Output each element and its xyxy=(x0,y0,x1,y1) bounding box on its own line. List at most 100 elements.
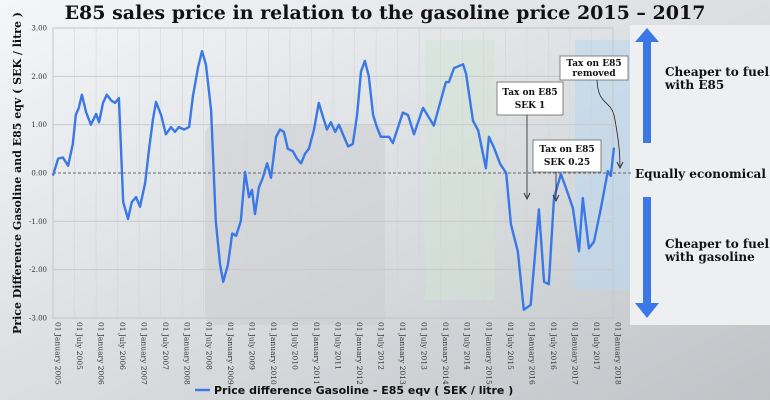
data-point xyxy=(110,99,112,102)
data-point xyxy=(292,150,294,152)
data-point xyxy=(388,136,390,138)
data-point xyxy=(174,131,176,133)
grid xyxy=(52,27,614,319)
y-tick-label: -2.00 xyxy=(29,266,47,274)
data-point xyxy=(364,60,366,62)
data-point xyxy=(251,189,253,191)
arrow-up-cheaper-e85: Cheaper to fuel with E85 xyxy=(635,28,769,143)
data-point xyxy=(402,111,404,114)
series-line-price-difference xyxy=(51,50,616,311)
data-point xyxy=(270,177,272,179)
data-point xyxy=(326,128,328,131)
data-point xyxy=(472,120,474,122)
data-point xyxy=(57,157,59,160)
x-ticks: 01 January 2005 01 July 2005 01 January 20… xyxy=(54,322,623,385)
x-tick-label: 01 January 2007 xyxy=(140,322,149,385)
y-tick-label: -3.00 xyxy=(29,315,47,323)
data-point xyxy=(244,171,246,173)
data-point xyxy=(197,66,199,68)
data-point xyxy=(122,201,124,203)
annotation-tax-sek1: Tax on E85 SEK 1 xyxy=(496,81,564,201)
data-point xyxy=(613,147,615,149)
data-point xyxy=(95,113,97,115)
data-point xyxy=(215,220,217,222)
data-point xyxy=(275,136,277,138)
data-point xyxy=(600,207,602,209)
x-tick-label: 01 July 2015 xyxy=(506,322,515,370)
svg-text:with E85: with E85 xyxy=(664,78,724,92)
x-tick-label: 01 July 2005 xyxy=(75,322,84,370)
x-tick-label: 01 January 2009 xyxy=(226,322,235,385)
data-point xyxy=(453,67,455,69)
data-point xyxy=(98,121,100,123)
data-point xyxy=(582,197,584,199)
data-point xyxy=(448,81,450,83)
legend-label: Price difference Gasoline - E85 eqv ( SE… xyxy=(214,384,513,397)
x-tick-label: 01 January 2010 xyxy=(269,322,278,385)
data-point xyxy=(192,95,194,97)
svg-text:SEK 0.25: SEK 0.25 xyxy=(544,158,590,168)
data-point xyxy=(477,129,479,132)
data-point xyxy=(235,235,237,237)
data-point xyxy=(392,142,394,144)
chart-title: E85 sales price in relation to the gasol… xyxy=(65,2,706,24)
x-tick-label: 01 July 2017 xyxy=(592,322,601,370)
data-point xyxy=(538,208,540,210)
x-tick-label: 01 January 2008 xyxy=(183,322,192,385)
data-point xyxy=(266,162,268,164)
equally-economical-label: Equally economical xyxy=(635,167,766,181)
data-point xyxy=(334,131,336,133)
data-point xyxy=(560,173,562,175)
data-point xyxy=(160,114,162,116)
data-point xyxy=(188,126,190,128)
data-point xyxy=(523,309,525,311)
data-point xyxy=(210,109,212,111)
data-point xyxy=(300,162,302,164)
data-point xyxy=(170,126,172,128)
data-point xyxy=(610,175,612,177)
data-point xyxy=(258,186,260,189)
data-point xyxy=(102,102,104,104)
data-point xyxy=(131,201,133,203)
data-point xyxy=(376,126,378,128)
data-point xyxy=(372,114,374,116)
data-point xyxy=(201,50,203,52)
data-point xyxy=(413,133,415,135)
data-point xyxy=(543,281,545,283)
annotation-tax-sek025: Tax on E85 SEK 0.25 xyxy=(532,139,602,203)
data-point xyxy=(62,156,64,159)
y-tick-label: 1.00 xyxy=(31,121,47,129)
data-point xyxy=(360,70,362,73)
series-points xyxy=(52,50,615,311)
data-point xyxy=(356,114,358,116)
data-point xyxy=(183,128,185,131)
data-point xyxy=(52,174,54,177)
data-point xyxy=(114,102,116,104)
x-tick-label: 01 January 2014 xyxy=(441,322,450,385)
data-point xyxy=(78,107,80,109)
data-point xyxy=(330,121,332,123)
data-point xyxy=(407,114,409,116)
y-tick-label: -1.00 xyxy=(29,218,47,226)
arrow-down-cheaper-gasoline: Cheaper to fuel with gasoline xyxy=(635,197,769,318)
data-point xyxy=(342,133,344,135)
data-point xyxy=(548,283,550,285)
data-point xyxy=(505,172,507,174)
data-point xyxy=(593,241,595,243)
data-point xyxy=(148,148,150,150)
arrow-icon xyxy=(616,161,624,170)
data-point xyxy=(493,147,495,149)
data-point xyxy=(81,94,83,96)
x-tick-label: 01 July 2006 xyxy=(118,322,127,370)
data-point xyxy=(165,133,167,135)
data-point xyxy=(227,264,229,266)
data-point xyxy=(352,143,354,145)
x-tick-label: 01 January 2006 xyxy=(97,322,106,385)
x-tick-label: 01 July 2012 xyxy=(377,322,386,370)
data-point xyxy=(85,111,87,114)
data-point xyxy=(308,148,310,150)
data-point xyxy=(118,97,120,99)
data-point xyxy=(222,281,224,283)
data-point xyxy=(313,128,315,131)
